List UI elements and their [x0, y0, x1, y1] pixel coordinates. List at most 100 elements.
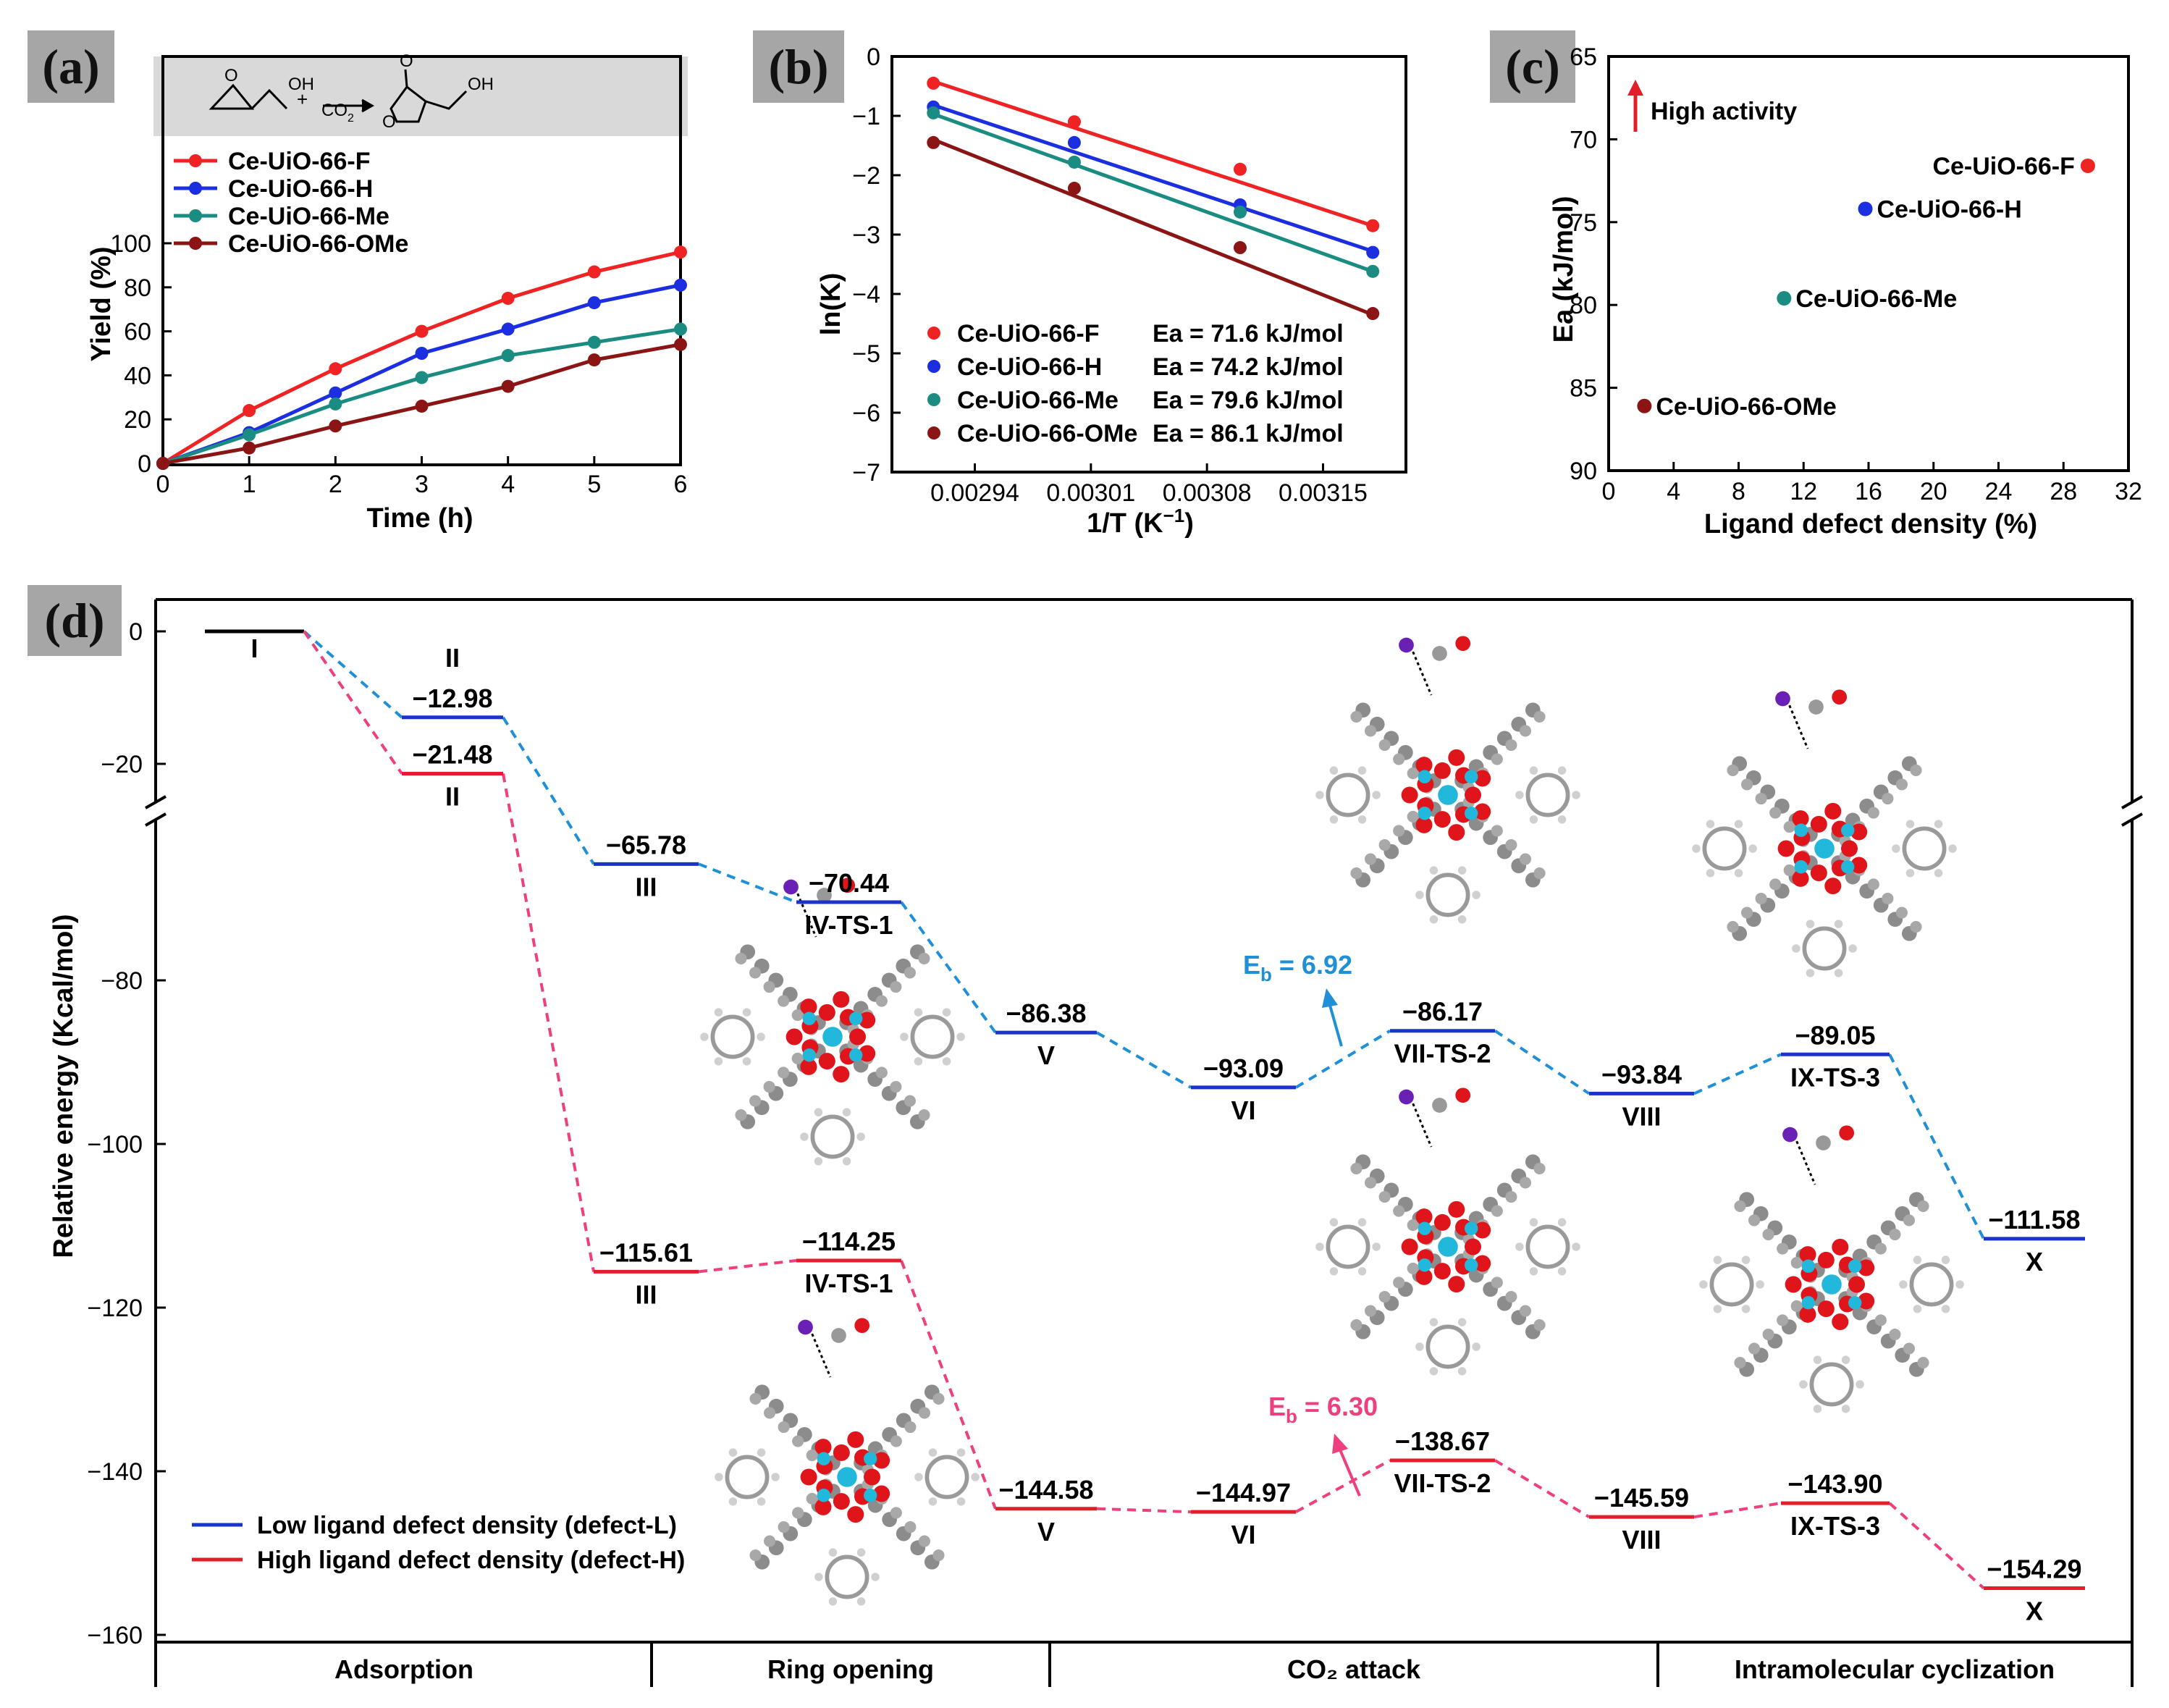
hydrogen-atom — [1357, 766, 1367, 775]
hydrogen-atom — [1557, 815, 1567, 824]
oxygen-atom — [1433, 1263, 1451, 1280]
eb-low-label: Eb = 6.92 — [1243, 950, 1352, 985]
panel-b-legend-ea-OMe: Ea = 86.1 kJ/mol — [1153, 420, 1344, 447]
panel-d-axis-break-left — [145, 795, 167, 827]
linker-atom — [918, 1535, 930, 1547]
panel-a-legend-text-F: Ce-UiO-66-F — [228, 148, 370, 175]
panel-d-ylabel: Relative energy (Kcal/mol) — [49, 914, 79, 1258]
hydrogen-atom — [956, 1448, 966, 1457]
eb-high-e: E — [1268, 1392, 1286, 1421]
energy-label-low-III: −65.78 — [606, 830, 686, 859]
cerium-atom — [1465, 807, 1478, 820]
hydrogen-atom — [1905, 820, 1915, 828]
molecular-cluster — [1315, 1088, 1580, 1376]
linker-atom — [1903, 1342, 1915, 1355]
cerium-atom — [1821, 1274, 1842, 1295]
hydrogen-atom — [1941, 1305, 1950, 1313]
stage-label: Intramolecular cyclization — [1735, 1654, 2055, 1684]
cerium-atom — [822, 1027, 843, 1047]
hydrogen-atom — [1713, 1305, 1722, 1313]
panel-d-ytick-label: −100 — [87, 1131, 143, 1158]
energy-label-low-VIII: −93.84 — [1601, 1059, 1682, 1089]
oxygen-atom — [1415, 757, 1433, 774]
linker-atom — [778, 1520, 790, 1534]
cerium-atom — [817, 1452, 831, 1465]
energy-label-low-VII-TS-2: −86.17 — [1402, 997, 1483, 1027]
linker-atom — [1895, 778, 1908, 791]
panel-c-label-bg — [1490, 30, 1575, 103]
linker-atom — [1867, 878, 1879, 891]
oxygen-atom — [1792, 810, 1809, 828]
cerium-atom — [817, 1489, 831, 1502]
hydrogen-atom — [1934, 869, 1943, 878]
connector-low — [698, 862, 797, 904]
hydrogen-atom — [1706, 820, 1715, 828]
connector-low — [1693, 1053, 1782, 1095]
connector-high — [698, 1259, 797, 1274]
linker-atom — [1889, 1228, 1901, 1241]
energy-label-low-IV-TS-1: −70.44 — [809, 868, 889, 898]
panel-d-ytick-label: −140 — [87, 1458, 143, 1486]
benzene-ring — [1809, 1362, 1854, 1407]
linker-atom — [764, 1535, 776, 1547]
hydrogen-atom — [1834, 969, 1843, 977]
panel-c-xtick-label: 4 — [1667, 478, 1680, 505]
panel-a-point-F — [501, 292, 515, 305]
hydrogen-atom — [842, 1108, 851, 1116]
panel-a-point-OMe — [587, 353, 601, 367]
oxygen-atom — [859, 1045, 876, 1062]
linker-atom — [1741, 778, 1753, 791]
benzene-ring — [1902, 826, 1947, 871]
panel-a-point-H — [587, 296, 601, 310]
linker-atom — [1533, 1319, 1546, 1332]
adsorbate-oxygen — [1455, 1088, 1471, 1103]
panel-b-ytick-label: −5 — [852, 340, 880, 368]
hydrogen-atom — [1457, 1367, 1467, 1376]
panel-c-ytick-label: 90 — [1570, 458, 1597, 485]
connector-high — [900, 1260, 997, 1510]
state-label-high-X: X — [2026, 1596, 2043, 1625]
energy-label-high-VI: −144.97 — [1196, 1478, 1291, 1507]
oxygen-atom — [1810, 815, 1827, 833]
state-label-low-V: V — [1037, 1040, 1055, 1070]
hydrogen-atom — [914, 1057, 923, 1066]
panel-c-ytick-label: 70 — [1570, 126, 1597, 153]
hydrogen-atom — [1848, 944, 1857, 953]
linker-atom — [890, 1080, 902, 1093]
connector-low — [1888, 1053, 1985, 1240]
panel-c-point-label-H: Ce-UiO-66-H — [1877, 195, 2022, 223]
panel-b-legend-marker-Me — [927, 393, 940, 406]
linker-atom — [932, 1549, 945, 1562]
linker-atom — [749, 1392, 762, 1405]
linker-atom — [1777, 1314, 1789, 1326]
linker-atom — [1769, 878, 1782, 891]
oxygen-atom — [1474, 1221, 1491, 1239]
panel-b-label-bg — [753, 30, 844, 103]
panel-a-point-H — [415, 347, 429, 360]
oxygen-atom — [818, 1004, 835, 1021]
linker-atom — [1378, 838, 1391, 851]
oxygen-atom — [1433, 762, 1451, 779]
energy-label-high-VII-TS-2: −138.67 — [1395, 1426, 1490, 1456]
benzene-ring — [725, 1455, 770, 1499]
hydrogen-atom — [856, 1548, 866, 1557]
panel-a-legend-text-OMe: Ce-UiO-66-OMe — [228, 230, 408, 258]
energy-label-high-VIII: −145.59 — [1594, 1483, 1689, 1513]
hydrogen-atom — [1315, 791, 1324, 799]
linker-atom — [1895, 906, 1908, 919]
linker-atom — [904, 1520, 917, 1534]
cerium-atom — [849, 1048, 863, 1062]
hydrogen-atom — [1734, 820, 1743, 828]
hydrogen-atom — [1713, 1255, 1722, 1264]
linker-atom — [806, 1450, 818, 1462]
hydrogen-atom — [1572, 791, 1580, 799]
hydrogen-atom — [1572, 1242, 1580, 1251]
halide-atom — [1399, 1089, 1414, 1105]
panel-a-xtick-label: 0 — [156, 471, 170, 498]
linker-atom — [806, 1492, 818, 1505]
oxygen-atom — [1415, 816, 1433, 833]
hydrogen-atom — [1806, 969, 1815, 977]
linker-atom — [749, 1095, 762, 1107]
linker-atom — [1727, 921, 1739, 933]
hydrogen-atom — [1806, 920, 1815, 928]
